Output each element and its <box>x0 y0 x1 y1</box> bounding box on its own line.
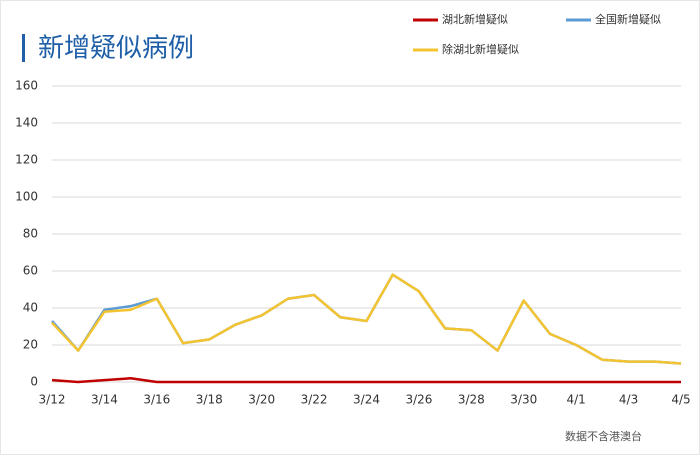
x-tick-label: 3/24 <box>353 393 380 407</box>
y-tick-label: 100 <box>15 190 38 204</box>
x-tick-label: 3/22 <box>301 393 328 407</box>
y-tick-label: 80 <box>23 227 38 241</box>
y-tick-label: 120 <box>15 153 38 167</box>
x-tick-label: 3/12 <box>39 393 66 407</box>
x-tick-label: 4/5 <box>671 393 690 407</box>
y-tick-label: 20 <box>23 338 38 352</box>
chart-title: 新增疑似病例 <box>38 34 194 64</box>
y-tick-label: 160 <box>15 79 38 93</box>
x-tick-label: 3/14 <box>91 393 118 407</box>
series-line <box>51 377 681 384</box>
x-tick-label: 4/3 <box>619 393 638 407</box>
x-tick-label: 3/28 <box>458 393 485 407</box>
legend-label: 除湖北新增疑似 <box>442 42 519 56</box>
x-tick-label: 3/18 <box>196 393 223 407</box>
x-tick-label: 3/30 <box>510 393 537 407</box>
series-line <box>51 273 682 365</box>
legend-label: 全国新增疑似 <box>595 12 661 26</box>
x-tick-label: 3/26 <box>405 393 432 407</box>
x-tick-label: 4/1 <box>567 393 586 407</box>
title-bar <box>22 34 25 62</box>
x-tick-label: 3/20 <box>248 393 275 407</box>
y-tick-label: 40 <box>23 301 38 315</box>
y-tick-label: 0 <box>30 375 38 389</box>
x-tick-label: 3/16 <box>143 393 170 407</box>
y-tick-label: 140 <box>15 116 38 130</box>
legend-label: 湖北新增疑似 <box>442 12 508 26</box>
y-tick-label: 60 <box>23 264 38 278</box>
note: 数据不含港澳台 <box>565 429 642 443</box>
